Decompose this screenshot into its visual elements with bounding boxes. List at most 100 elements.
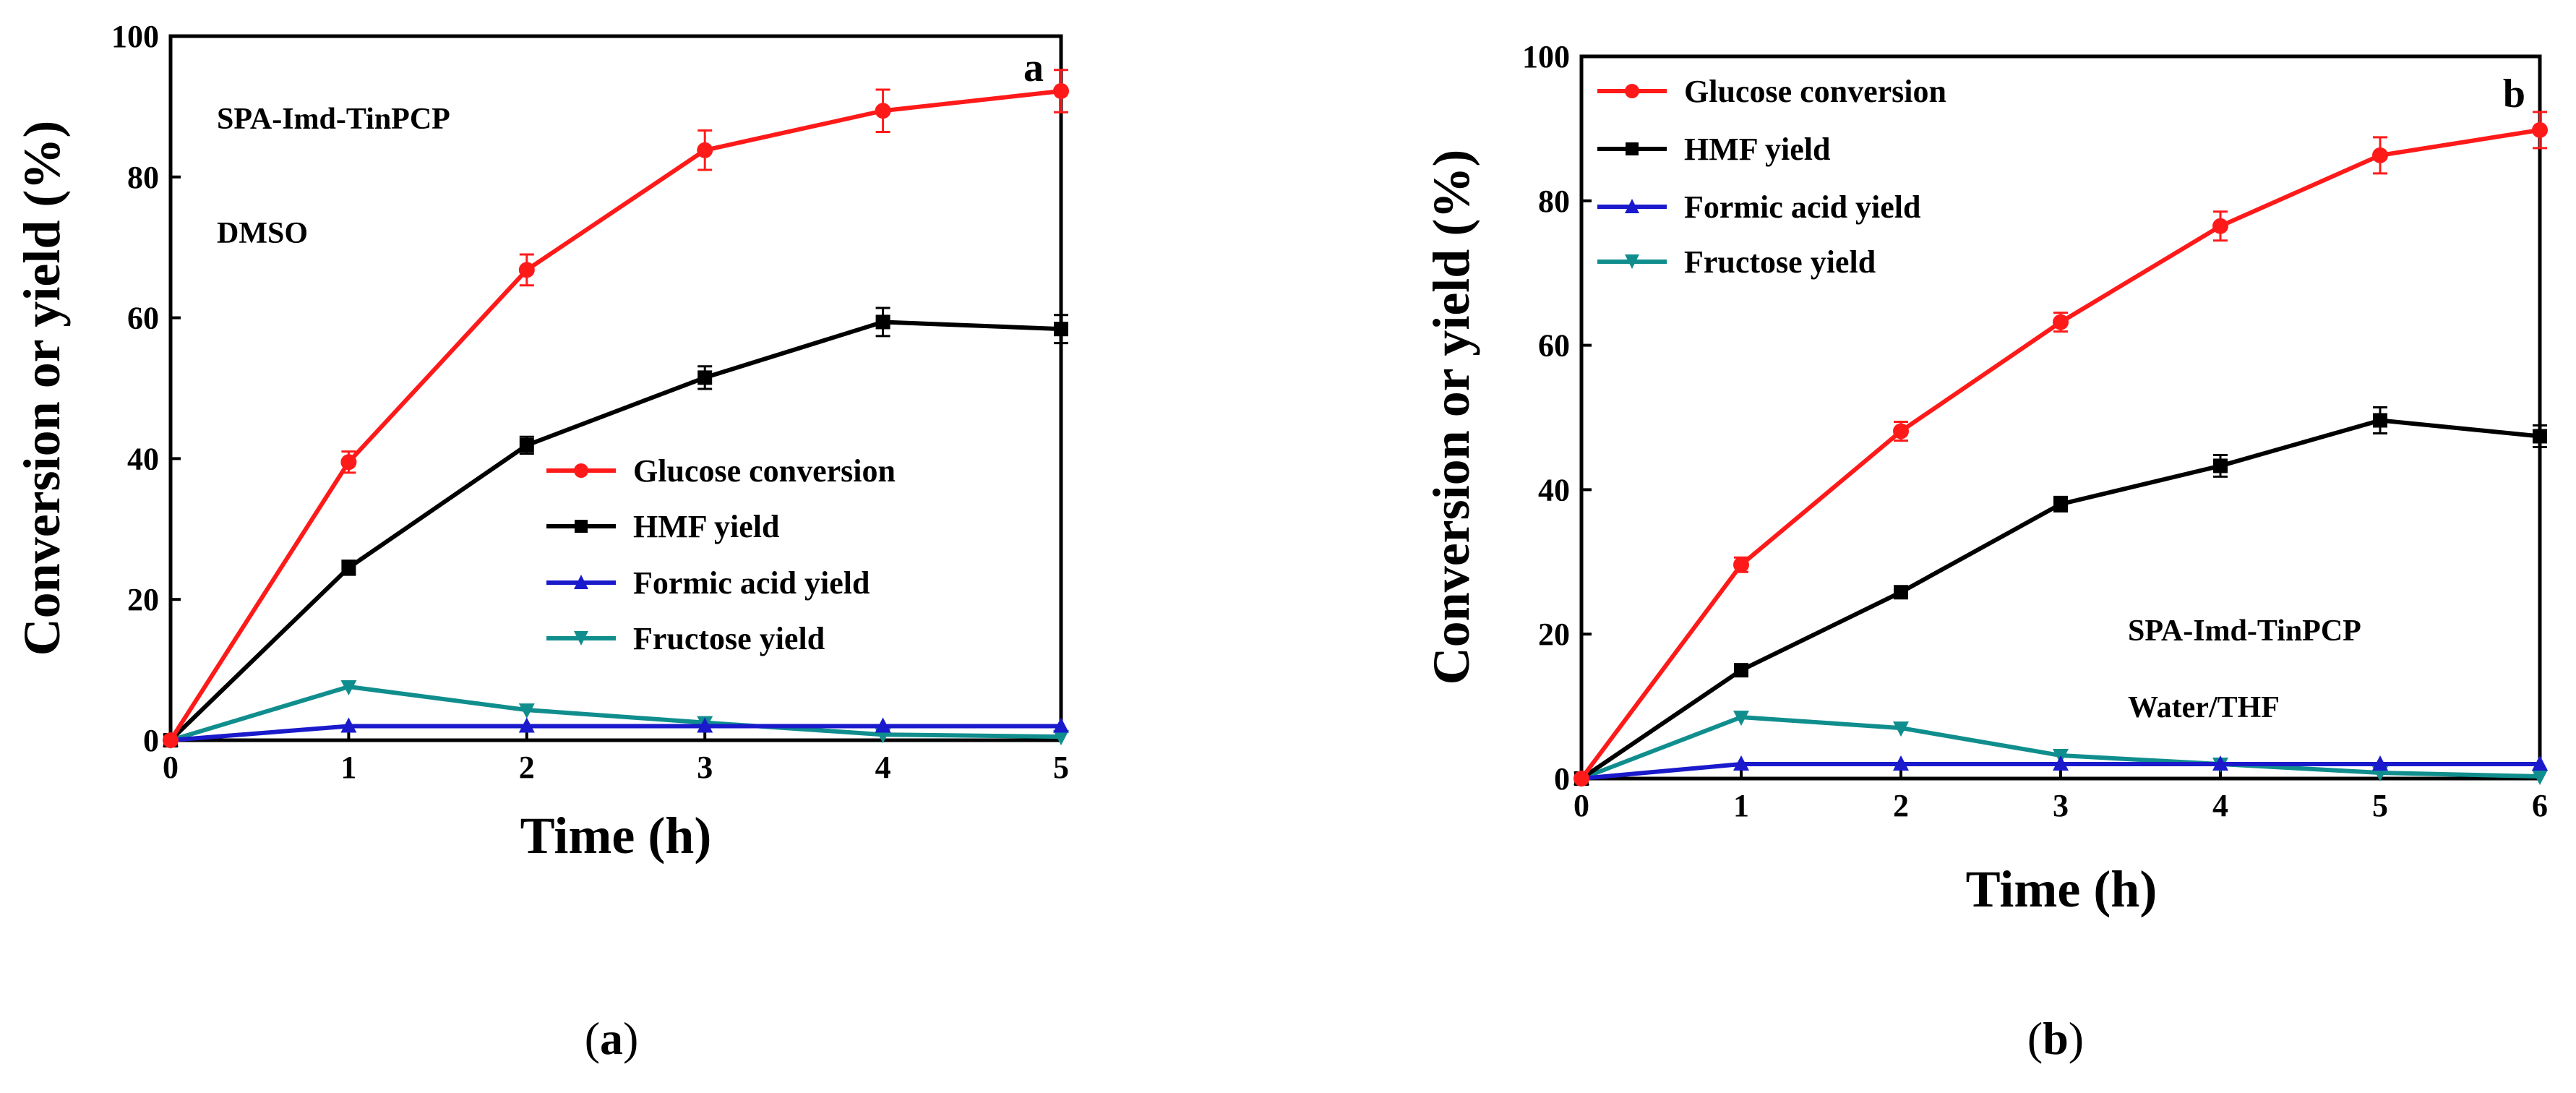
legend-marker-hmf-b: [1626, 142, 1639, 155]
ticks-a: 0 1 2 3 4 5 0 20 40 60 80 100: [111, 19, 1069, 785]
y-tick-label-a-2: 40: [127, 441, 159, 476]
point-fructose-yield-a-2: [518, 703, 535, 719]
point-fructose-yield-b-6: [2532, 770, 2548, 786]
series-glucose-conversion-a: [163, 69, 1069, 748]
y-tick-label-b-5: 100: [1522, 39, 1570, 74]
x-tick-label-b-3: 3: [2053, 788, 2069, 823]
legend-marker-fructose-b: [1625, 254, 1639, 269]
legend-marker-glucose-b: [1625, 84, 1639, 98]
point-formic-acid-yield-b-1: [1733, 755, 1749, 771]
y-tick-label-b-2: 40: [1538, 472, 1570, 507]
x-tick-label-a-3: 3: [697, 750, 713, 785]
x-axis-title-a: Time (h): [520, 807, 712, 865]
series-formic-acid-yield-b: [1573, 755, 2548, 785]
legend-label-hmf-b: HMF yield: [1684, 132, 1830, 167]
x-tick-label-b-4: 4: [2212, 788, 2228, 823]
legend-label-formic-a: Formic acid yield: [633, 565, 870, 601]
x-tick-label-b-6: 6: [2532, 788, 2548, 823]
x-tick-label-b-1: 1: [1733, 788, 1749, 823]
series-b: [1573, 111, 2548, 787]
line-formic-acid-yield-a: [170, 724, 1061, 742]
legend-marker-fructose-a: [574, 631, 588, 646]
line-fructose-yield-a: [170, 684, 1062, 742]
y-tick-label-b-1: 20: [1538, 617, 1570, 652]
annotation-solvent-a: DMSO: [217, 217, 308, 250]
point-formic-acid-yield-a-4: [875, 717, 891, 733]
point-hmf-yield-b-3: [2053, 497, 2068, 512]
caption-a: (a): [585, 1013, 639, 1064]
y-tick-label-a-5: 100: [111, 19, 159, 54]
y-tick-label-b-3: 60: [1538, 328, 1570, 364]
point-fructose-yield-a-5: [1053, 730, 1069, 746]
point-hmf-yield-a-4: [875, 314, 890, 330]
point-formic-acid-yield-a-5: [1053, 717, 1069, 733]
y-tick-label-b-0: 0: [1554, 761, 1570, 797]
legend-label-glucose-a: Glucose conversion: [633, 453, 896, 489]
point-glucose-conversion-a-0: [163, 732, 179, 748]
legend-b: Glucose conversion HMF yield Formic acid…: [1597, 74, 1946, 280]
point-formic-acid-yield-b-2: [1893, 755, 1909, 771]
point-hmf-yield-b-2: [1894, 585, 1908, 600]
point-formic-acid-yield-b-6: [2532, 755, 2548, 771]
annotation-catalyst-b: SPA-Imd-TinPCP: [2128, 614, 2361, 648]
x-tick-label-b-2: 2: [1893, 788, 1909, 823]
point-formic-acid-yield-a-2: [518, 717, 535, 733]
x-tick-label-a-2: 2: [519, 750, 535, 785]
legend-label-hmf-a: HMF yield: [633, 509, 779, 544]
point-hmf-yield-a-3: [697, 370, 713, 385]
legend-label-fructose-b: Fructose yield: [1684, 244, 1876, 280]
series-formic-acid-yield-a: [163, 717, 1069, 747]
x-tick-label-a-0: 0: [163, 750, 179, 785]
legend-marker-hmf-a: [575, 520, 588, 533]
annotation-catalyst-a: SPA-Imd-TinPCP: [217, 103, 450, 136]
point-hmf-yield-a-5: [1054, 322, 1068, 337]
point-fructose-yield-b-2: [1893, 721, 1909, 737]
x-tick-label-a-1: 1: [340, 750, 356, 785]
x-tick-label-a-5: 5: [1053, 750, 1069, 785]
point-hmf-yield-b-6: [2533, 429, 2547, 444]
point-fructose-yield-b-1: [1733, 711, 1749, 726]
point-glucose-conversion-b-0: [1573, 771, 1589, 786]
legend-marker-formic-b: [1625, 199, 1639, 213]
panel-letter-b: b: [2503, 72, 2525, 116]
legend-label-fructose-a: Fructose yield: [633, 621, 825, 656]
point-glucose-conversion-b-4: [2212, 218, 2228, 234]
series-hmf-yield-a: [163, 307, 1068, 747]
series-hmf-yield-b: [1574, 406, 2547, 786]
point-hmf-yield-b-1: [1734, 663, 1748, 678]
caption-b: (b): [2027, 1013, 2084, 1064]
x-tick-label-b-0: 0: [1573, 788, 1589, 823]
y-tick-label-a-3: 60: [127, 301, 159, 336]
panel-letter-a: a: [1023, 46, 1044, 90]
legend-label-formic-b: Formic acid yield: [1684, 189, 1921, 225]
annotation-solvent-b: Water/THF: [2128, 691, 2280, 724]
line-hmf-yield-a: [168, 320, 1062, 742]
y-tick-label-a-0: 0: [143, 723, 159, 758]
line-glucose-conversion-a: [168, 88, 1062, 742]
x-tick-label-b-5: 5: [2372, 788, 2388, 823]
point-formic-acid-yield-b-3: [2053, 755, 2069, 771]
point-formic-acid-yield-a-3: [697, 717, 713, 733]
point-glucose-conversion-b-6: [2532, 121, 2548, 138]
x-tick-label-a-4: 4: [875, 750, 891, 785]
point-glucose-conversion-b-5: [2372, 147, 2388, 163]
y-axis-title-a: Conversion or yield (%): [13, 121, 71, 656]
point-formic-acid-yield-b-5: [2372, 755, 2388, 771]
point-formic-acid-yield-a-1: [340, 717, 357, 733]
point-hmf-yield-b-4: [2213, 458, 2228, 473]
point-fructose-yield-a-1: [340, 680, 357, 695]
point-formic-acid-yield-b-4: [2212, 755, 2228, 771]
point-glucose-conversion-b-1: [1733, 557, 1749, 573]
series-a: [163, 69, 1069, 749]
point-glucose-conversion-b-3: [2053, 314, 2069, 330]
y-tick-label-b-4: 80: [1538, 184, 1570, 219]
point-glucose-conversion-a-5: [1053, 82, 1069, 99]
point-hmf-yield-a-2: [519, 437, 534, 453]
x-axis-title-b: Time (h): [1966, 860, 2158, 918]
y-tick-label-a-1: 20: [127, 582, 159, 617]
point-glucose-conversion-b-2: [1893, 423, 1909, 440]
legend-a: Glucose conversion HMF yield Formic acid…: [546, 453, 896, 656]
